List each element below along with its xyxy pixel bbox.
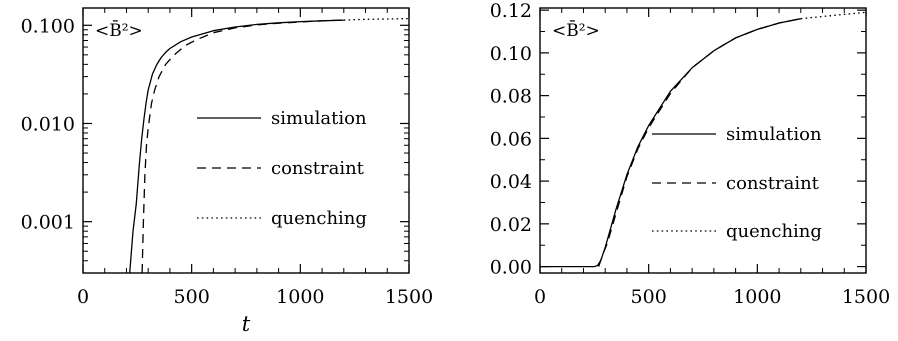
y-tick-label: 0.10 [490,43,532,65]
legend-label-constraint: constraint [271,158,365,179]
x-tick-label: 0 [534,286,546,308]
panel-label: <B̄²> [95,19,143,41]
x-tick-label: 1000 [276,286,324,308]
y-tick-label: 0.010 [21,113,75,135]
y-tick-label: 0.100 [21,15,75,37]
series-line-quenching [800,11,866,20]
legend-label-quenching: quenching [271,208,367,229]
x-tick-label: 500 [631,286,667,308]
x-tick-label: 500 [174,286,210,308]
y-tick-label: 0.06 [490,128,532,150]
x-tick-label: 1500 [385,286,433,308]
legend-label-quenching: quenching [726,221,822,242]
legend-label-simulation: simulation [726,124,822,145]
right-panel-linear-scale: 0 500 1000 1500 0.00 0.02 0.04 0.06 0.08 0.10 0.12… [490,0,890,308]
series-line-quenching [343,17,409,21]
series-line-constraint [598,18,801,267]
x-tick-label: 1000 [733,286,781,308]
panel-label: <B̄²> [552,19,600,41]
y-tick-label: 0.001 [21,212,75,234]
y-tick-label: 0.04 [490,171,532,193]
legend-label-constraint: constraint [726,173,820,194]
y-tick-label: 0.00 [490,257,532,279]
series-line-simulation [129,19,344,273]
plot-frame [82,7,410,274]
left-panel-log-scale: 0 500 1000 1500 0.001 0.010 0.100 simulation con… [21,7,433,336]
y-tick-label: 0.02 [490,214,532,236]
y-tick-label: 0.08 [490,86,532,108]
series-line-constraint [141,19,344,273]
y-tick-label: 0.12 [490,0,532,22]
x-axis-title: t [242,312,251,336]
x-tick-label: 1500 [842,286,890,308]
plot-frame [539,7,867,274]
legend-label-simulation: simulation [271,108,367,129]
x-tick-label: 0 [77,286,89,308]
series-line-simulation [540,18,801,268]
